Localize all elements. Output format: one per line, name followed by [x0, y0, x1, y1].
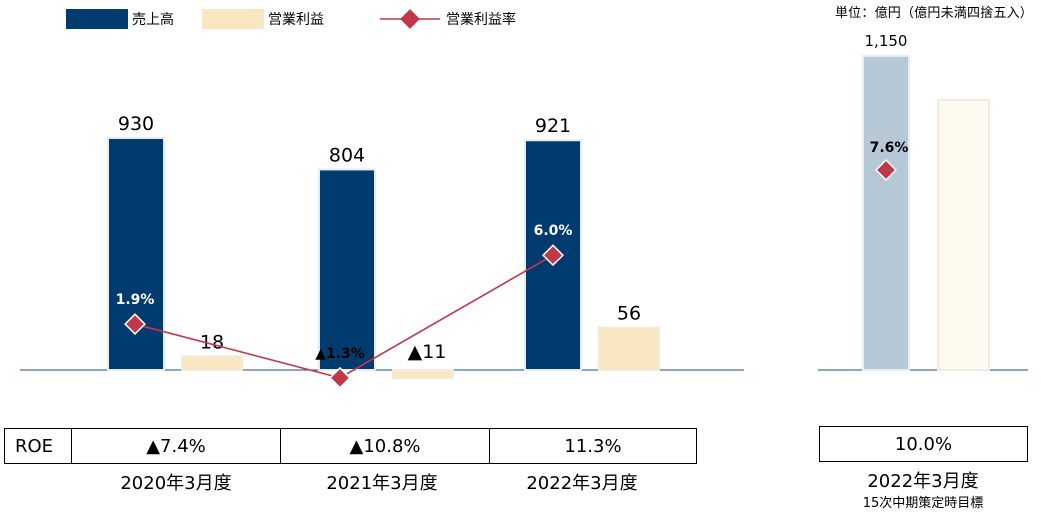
roe-header: ROE — [15, 435, 54, 457]
sales-bar — [107, 137, 165, 371]
unit-note: 単位：億円（億円未満四捨五入） — [834, 6, 1033, 21]
legend-label-margin: 営業利益率 — [446, 12, 516, 28]
roe-target-box: 10.0% — [819, 426, 1028, 462]
legend-item-profit: 営業利益 — [202, 8, 324, 30]
margin-value-label: 1.9% — [116, 292, 155, 308]
target-caption: 15次中期策定時目標 — [862, 496, 984, 511]
roe-value-2020: ▲7.4% — [71, 429, 280, 463]
target-period-label: 2022年3月度 — [867, 471, 979, 492]
target-margin-marker — [875, 159, 897, 181]
sales-value-label: 921 — [535, 115, 571, 137]
legend-label-profit: 営業利益 — [268, 12, 324, 28]
sales-bar — [318, 168, 376, 371]
profit-value-label: 18 — [200, 331, 224, 353]
legend-item-sales: 売上高 — [66, 8, 174, 30]
target-profit-bar — [937, 99, 990, 371]
period-label-2020: 2020年3月度 — [120, 473, 232, 494]
target-margin-label: 7.6% — [870, 140, 909, 156]
margin-marker — [542, 244, 564, 267]
period-label-2021: 2021年3月度 — [326, 473, 438, 494]
margin-value-label: 6.0% — [534, 223, 573, 239]
profit-bar — [392, 369, 454, 380]
profit-value-label: ▲11 — [408, 341, 447, 363]
sales-value-label: 930 — [118, 113, 154, 135]
legend-swatch-margin — [380, 9, 440, 29]
margin-marker — [329, 366, 351, 389]
sales-value-label: 804 — [329, 144, 365, 166]
roe-value-2021: ▲10.8% — [280, 429, 489, 463]
legend-swatch-profit — [202, 9, 264, 29]
margin-value-label: ▲1.3% — [315, 346, 365, 362]
roe-value-2022: 11.3% — [489, 429, 696, 463]
legend-swatch-sales — [66, 9, 128, 29]
margin-marker — [124, 313, 146, 336]
profit-value-label: 56 — [617, 302, 641, 324]
target-sales-label: 1,150 — [865, 32, 908, 50]
legend-item-margin: 営業利益率 — [380, 8, 516, 30]
profit-bar — [181, 355, 243, 371]
profit-bar — [598, 326, 660, 371]
legend-label-sales: 売上高 — [132, 12, 174, 28]
roe-table: ROE ▲7.4% ▲10.8% 11.3% — [4, 428, 697, 464]
target-sales-bar — [862, 54, 910, 372]
period-label-2022: 2022年3月度 — [526, 473, 638, 494]
